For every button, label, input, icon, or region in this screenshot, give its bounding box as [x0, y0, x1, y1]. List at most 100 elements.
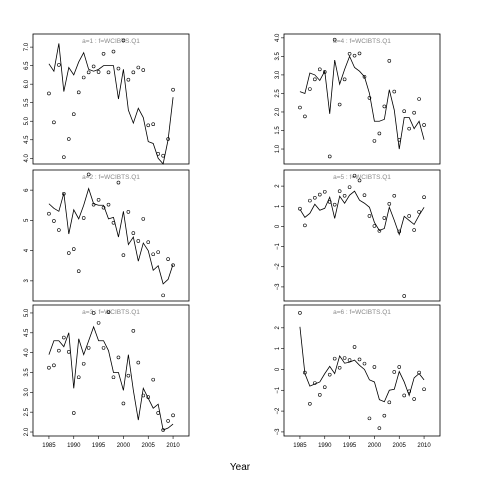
x-tick-label: 2010: [166, 443, 180, 449]
data-point: [76, 90, 81, 95]
data-point: [367, 96, 372, 100]
series-line: [48, 187, 174, 285]
y-tick-label: 6.0: [24, 79, 30, 88]
data-point: [62, 155, 66, 159]
data-point: [116, 180, 121, 185]
data-point: [362, 361, 367, 366]
data-point: [111, 221, 116, 225]
data-point: [136, 65, 141, 70]
data-point: [377, 131, 382, 136]
data-point: [372, 224, 377, 228]
data-point: [342, 356, 347, 360]
data-point: [141, 68, 146, 72]
panel-2: a=4 : f=WCIBTS.Q1 1.0 1.5 2.0 2.5 3.0 3.5 4.0: [275, 33, 441, 165]
y-tick-label: 3.5: [24, 368, 30, 377]
data-point: [407, 126, 411, 131]
data-point: [91, 311, 96, 315]
data-point: [357, 178, 362, 183]
data-point: [337, 365, 342, 370]
y-tick-label: 6: [24, 188, 30, 192]
data-point: [101, 51, 106, 56]
x-tick-label: 1985: [42, 443, 56, 449]
y-tick-label: 4.0: [24, 348, 30, 357]
data-point: [303, 114, 307, 119]
data-point: [71, 411, 76, 415]
data-point: [337, 102, 342, 107]
panel-title: a=6 : f=WCIBTS.Q1: [333, 309, 391, 316]
y-tick-label: −1: [275, 386, 281, 394]
y-tick-label: 1: [275, 346, 281, 350]
data-point: [47, 211, 51, 216]
data-point: [322, 70, 327, 74]
data-point: [106, 70, 111, 75]
y-tick-label: −3: [275, 428, 281, 436]
data-point: [322, 385, 327, 389]
y-tick-label: 5: [24, 218, 30, 222]
data-point: [367, 214, 372, 218]
data-point: [52, 363, 56, 368]
data-point: [91, 64, 96, 69]
y-tick-label: 2.0: [275, 107, 281, 116]
x-tick-label: 2000: [117, 443, 131, 449]
data-point: [372, 365, 377, 369]
data-point: [76, 375, 81, 380]
y-tick-label: 1: [275, 204, 281, 208]
data-point: [347, 185, 352, 189]
y-tick-label: 3.0: [24, 387, 30, 396]
panel-frame: [283, 33, 441, 165]
data-point: [303, 370, 307, 375]
data-point: [151, 377, 156, 382]
data-point: [141, 393, 146, 398]
panel-1: a=1 : f=WCIBTS.Q1 4.0 4.5 5.0 5.5 6.0 6.5 7.0: [24, 33, 190, 165]
data-point: [151, 252, 156, 257]
data-point: [66, 137, 71, 141]
data-point: [111, 49, 116, 54]
data-point: [156, 152, 160, 156]
panel-frame: [32, 169, 190, 302]
x-tick-label: 2010: [417, 443, 431, 449]
data-point: [121, 253, 126, 257]
data-point: [86, 346, 91, 350]
x-tick-label: 1990: [67, 443, 81, 449]
panel-frame: [32, 304, 190, 437]
data-point: [166, 137, 170, 141]
data-point: [151, 122, 156, 126]
y-tick-label: −2: [275, 263, 281, 271]
series-line: [299, 190, 425, 236]
data-point: [402, 393, 407, 398]
data-point: [52, 120, 56, 125]
data-point: [367, 416, 372, 421]
panel-frame: [283, 304, 441, 437]
data-point: [387, 59, 392, 63]
data-point: [298, 105, 302, 110]
data-point: [57, 348, 61, 353]
data-point: [382, 104, 387, 109]
data-point: [101, 346, 106, 350]
data-point: [146, 123, 151, 128]
data-point: [71, 247, 76, 251]
panel-title: a=5 : f=WCIBTS.Q1: [333, 174, 391, 181]
y-tick-label: 7.0: [24, 42, 30, 51]
data-point: [362, 74, 367, 79]
data-point: [407, 214, 411, 218]
data-point: [166, 419, 170, 423]
data-point: [106, 202, 111, 207]
data-point: [397, 365, 402, 369]
y-tick-label: −2: [275, 407, 281, 415]
data-point: [417, 97, 421, 101]
data-point: [332, 202, 337, 207]
data-point: [136, 239, 141, 243]
panel-title: a=3 : f=WCIBTS.Q1: [82, 309, 140, 316]
data-point: [96, 198, 101, 202]
data-point: [136, 360, 141, 365]
x-tick-label: 1985: [293, 443, 307, 449]
y-tick-label: 1.0: [275, 144, 281, 153]
data-point: [121, 38, 126, 43]
data-point: [141, 217, 146, 221]
data-point: [308, 87, 312, 91]
data-point: [91, 202, 96, 207]
data-point: [332, 37, 337, 42]
data-point: [66, 350, 71, 354]
data-point: [342, 77, 347, 82]
